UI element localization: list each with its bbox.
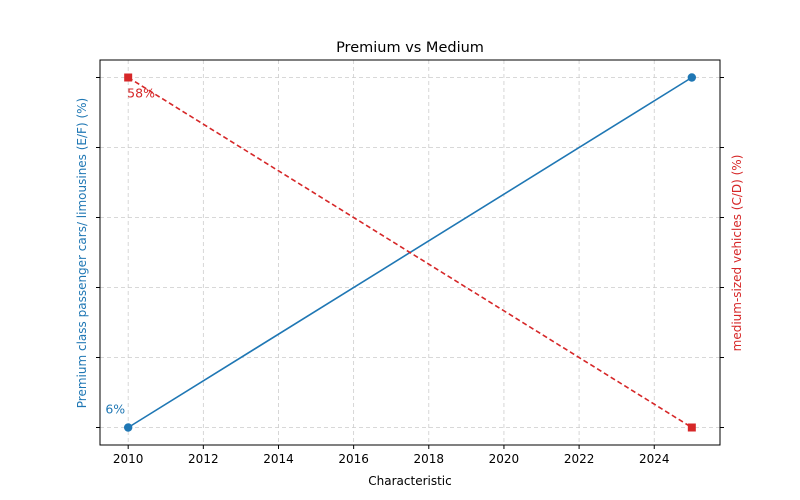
x-tick-label: 2014 xyxy=(263,452,294,466)
plot-frame xyxy=(99,59,721,446)
chart-title: Premium vs Medium xyxy=(336,40,484,56)
data-point xyxy=(124,73,133,82)
data-point xyxy=(123,423,133,432)
y-axis-right-title: medium-sized vehicles (C/D) (%) xyxy=(730,155,744,352)
y-axis-left-title: Premium class passenger cars/ limousines… xyxy=(75,98,89,408)
x-tick-label: 2022 xyxy=(564,452,595,466)
data-point xyxy=(687,73,697,82)
series-layer: 6% 58% xyxy=(105,73,697,432)
grid xyxy=(100,60,720,445)
x-tick-label: 2010 xyxy=(113,452,144,466)
series-medium: 58% xyxy=(124,73,696,432)
x-tick-label: 2012 xyxy=(188,452,219,466)
data-label: 58% xyxy=(127,86,155,101)
data-label: 6% xyxy=(105,402,125,417)
x-tick-label: 2018 xyxy=(414,452,445,466)
x-axis-title: Characteristic xyxy=(368,474,451,488)
series-line xyxy=(127,76,693,429)
x-tick-label: 2020 xyxy=(489,452,520,466)
x-tick-label: 2016 xyxy=(338,452,369,466)
data-point xyxy=(687,423,696,432)
axes xyxy=(96,59,724,446)
x-axis-ticks: 2010 2012 2014 2016 2018 2020 2022 2024 xyxy=(113,445,670,466)
x-tick-label: 2024 xyxy=(639,452,670,466)
